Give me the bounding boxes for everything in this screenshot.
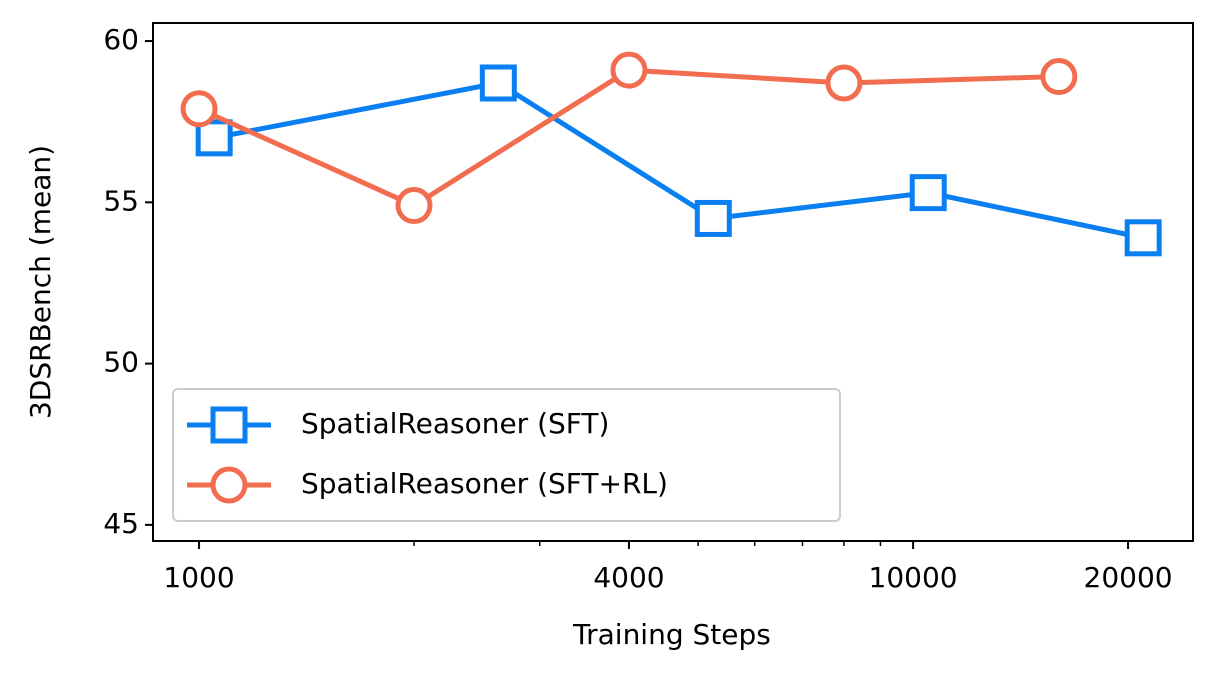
- plot-frame: [152, 22, 1194, 542]
- x-tick-label: 4000: [593, 561, 664, 594]
- x-tick-label: 20000: [1084, 561, 1173, 594]
- y-tick-label: 50: [103, 346, 139, 379]
- marker: [909, 174, 947, 212]
- marker: [395, 187, 433, 225]
- y-tick-label: 45: [103, 507, 139, 540]
- marker: [610, 51, 648, 89]
- y-tick-label: 60: [103, 23, 139, 56]
- x-tick-label: 10000: [869, 561, 958, 594]
- marker: [180, 90, 218, 128]
- x-axis-label: Training Steps: [572, 618, 771, 651]
- legend-marker: [210, 406, 248, 444]
- legend-label: SpatialReasoner (SFT+RL): [301, 467, 668, 500]
- legend-marker: [210, 466, 248, 504]
- y-axis-label: 3DSRBench (mean): [24, 145, 57, 419]
- series-line: [213, 80, 1144, 241]
- marker: [479, 64, 517, 102]
- x-tick-label: 1000: [163, 561, 234, 594]
- legend-box: [172, 388, 841, 522]
- legend-label: SpatialReasoner (SFT): [301, 407, 609, 440]
- marker: [825, 64, 863, 102]
- marker: [1040, 58, 1078, 96]
- marker: [694, 199, 732, 237]
- y-tick-label: 55: [103, 184, 139, 217]
- marker: [195, 119, 233, 157]
- marker: [1124, 219, 1162, 257]
